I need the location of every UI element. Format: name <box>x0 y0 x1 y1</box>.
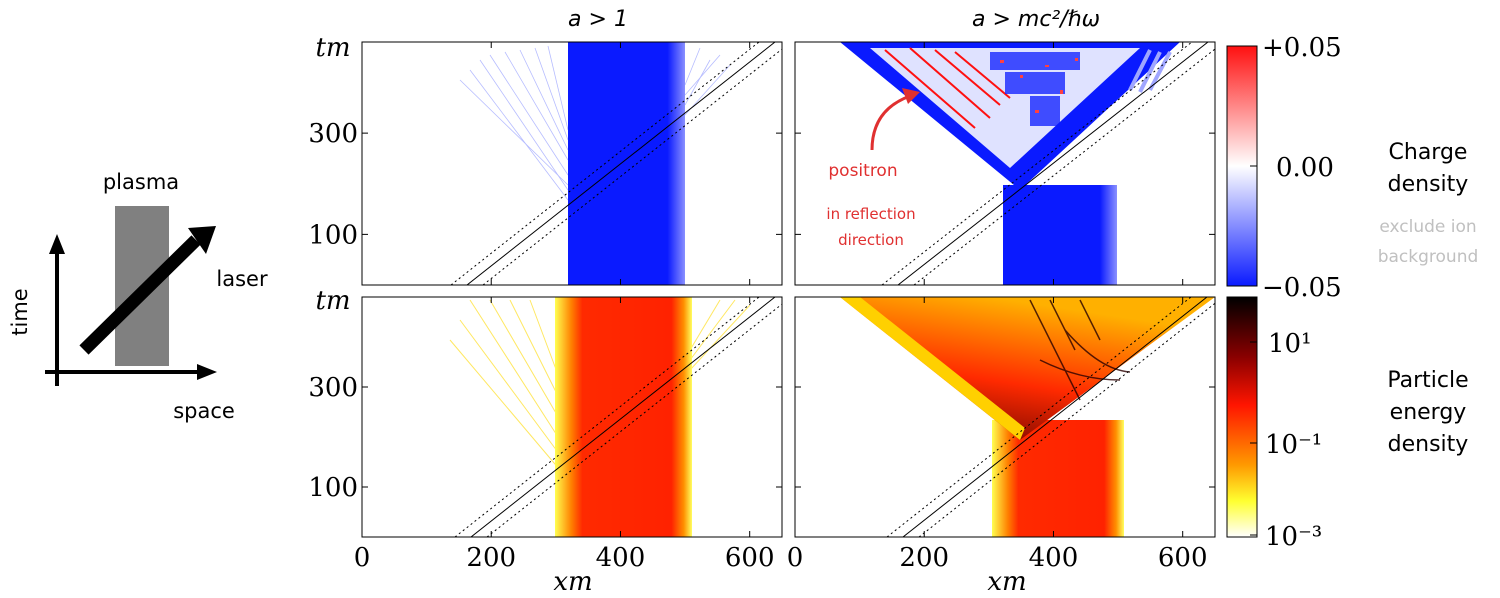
schematic: time space plasma laser <box>8 170 268 423</box>
energy-label-line3: density <box>1388 432 1469 457</box>
charge-label-line2: density <box>1388 172 1469 197</box>
charge-right-red-specks <box>1000 58 1078 113</box>
energy-right-slab <box>992 420 1124 537</box>
panel-charge-right <box>795 42 1215 285</box>
charge-tick-max: +0.05 <box>1262 33 1342 63</box>
panel-energy-right <box>795 297 1215 537</box>
y-axis-label-top: tm <box>315 33 350 63</box>
x-axis-label-right: xm <box>987 567 1026 597</box>
laser-arrow <box>79 235 201 355</box>
energy-right-x-tick-label: 0 <box>787 543 804 573</box>
y-axis-label-bottom: tm <box>315 286 350 316</box>
space-axis-arrowhead-icon <box>197 364 217 380</box>
positron-arrow <box>870 94 911 151</box>
panel-energy-left-frame <box>361 296 783 538</box>
charge-right-cone-inner <box>870 48 1140 168</box>
energy-left-x-tick-label: 600 <box>725 543 775 573</box>
energy-tick-2: 10⁻¹ <box>1265 430 1322 460</box>
panel-charge-left-frame <box>361 41 783 286</box>
energy-colorbar <box>1226 296 1258 538</box>
energy-left-x-tick-label: 0 <box>354 543 371 573</box>
panel-energy-right-frame <box>794 296 1216 538</box>
right-column-title: a > mc²/ℏω <box>972 7 1100 32</box>
charge-right-positron-streaks <box>884 47 1011 129</box>
time-axis-arrowhead-icon <box>49 234 65 254</box>
schematic-space-label: space <box>173 399 235 423</box>
panel-energy-left <box>362 297 782 537</box>
axes-layer: 100 300 0 200 400 600 100 300 0 200 400 600 <box>308 42 1215 573</box>
energy-tick-1: 10¹ <box>1268 329 1312 359</box>
energy-left-y-tick-label: 100 <box>308 473 358 503</box>
energy-left-filaments <box>449 299 751 471</box>
energy-left-x-tick-label: 400 <box>596 543 646 573</box>
schematic-laser-label: laser <box>216 267 268 291</box>
energy-colorbar-ticks <box>1250 341 1257 536</box>
charge-label-line1: Charge <box>1389 140 1468 165</box>
charge-right-noise <box>990 52 1080 126</box>
energy-right-x-tick-label: 600 <box>1158 543 1208 573</box>
energy-right-x-tick-label: 400 <box>1029 543 1079 573</box>
laser-envelope-line <box>913 48 1215 285</box>
charge-tick-min: −0.05 <box>1262 273 1342 303</box>
laser-front-line <box>897 42 1209 285</box>
laser-envelope-line <box>450 42 760 285</box>
energy-label-line2: energy <box>1390 400 1467 425</box>
energy-left-y-tick-label: 300 <box>308 373 358 403</box>
energy-right-cone <box>840 297 1215 440</box>
charge-left-y-tick-label: 300 <box>308 119 358 149</box>
charge-left-y-tick-label: 100 <box>308 220 358 250</box>
laser-envelope-line <box>482 48 782 285</box>
laser-front-line <box>466 42 776 285</box>
positron-label: positron <box>828 161 897 181</box>
positron-arrowhead-icon <box>902 88 920 104</box>
charge-tick-zero: 0.00 <box>1276 153 1334 183</box>
laser-arrowhead-icon <box>188 226 216 254</box>
charge-note-line1: exclude ion <box>1379 217 1476 237</box>
x-axis-label-left: xm <box>553 567 592 597</box>
charge-left-filaments <box>459 45 731 201</box>
reflection-label-line2: direction <box>838 231 904 249</box>
energy-right-dark-streaks <box>1029 299 1131 401</box>
energy-right-cone-edge <box>840 297 1025 440</box>
charge-left-slab <box>568 42 685 285</box>
charge-colorbar-ticks <box>1250 45 1257 287</box>
laser-front-line <box>902 297 1208 537</box>
energy-right-x-tick-label: 200 <box>899 543 949 573</box>
panel-charge-left <box>362 42 782 285</box>
reflection-label-line1: in reflection <box>826 205 915 223</box>
left-column-title: a > 1 <box>568 7 628 32</box>
energy-tick-3: 10⁻³ <box>1265 522 1322 552</box>
laser-front-line <box>470 297 776 537</box>
laser-envelope-line <box>881 42 1193 285</box>
energy-label-line1: Particle <box>1387 368 1468 393</box>
charge-right-fringes <box>1128 49 1172 93</box>
schematic-plasma-label: plasma <box>103 170 179 194</box>
schematic-time-label: time <box>8 288 32 335</box>
energy-left-x-tick-label: 200 <box>466 543 516 573</box>
panel-charge-right-frame <box>794 41 1216 286</box>
charge-note-line2: background <box>1378 247 1479 267</box>
charge-right-slab <box>1003 185 1117 285</box>
